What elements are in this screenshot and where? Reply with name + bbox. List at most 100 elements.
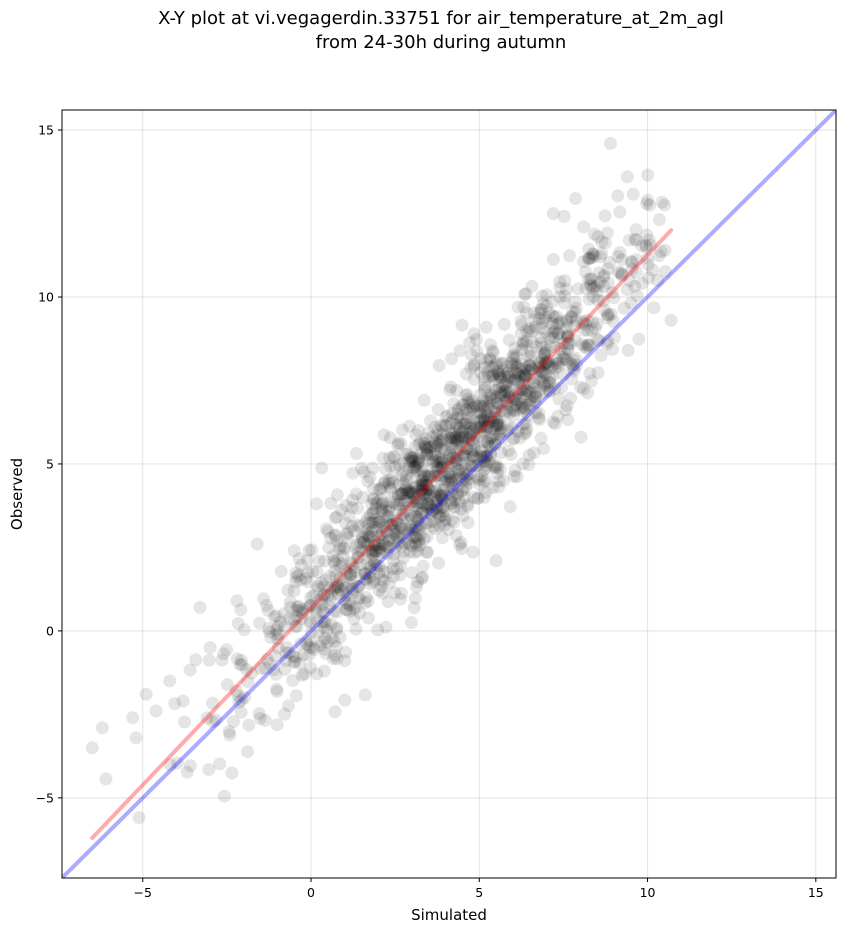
scatter-point bbox=[537, 442, 551, 456]
scatter-point bbox=[348, 524, 362, 538]
scatter-point bbox=[557, 346, 571, 360]
scatter-point bbox=[176, 694, 190, 708]
scatter-point bbox=[515, 358, 528, 372]
scatter-point bbox=[497, 317, 511, 331]
scatter-point bbox=[301, 575, 315, 589]
scatter-point bbox=[241, 745, 254, 759]
scatter-point bbox=[521, 348, 535, 362]
scatter-point bbox=[525, 390, 539, 404]
scatter-point bbox=[547, 310, 561, 324]
scatter-point bbox=[360, 536, 374, 550]
scatter-point bbox=[467, 327, 481, 341]
scatter-point bbox=[330, 652, 344, 666]
scatter-point bbox=[477, 413, 491, 427]
scatter-point bbox=[366, 546, 379, 560]
scatter-point bbox=[543, 376, 557, 390]
scatter-point bbox=[567, 353, 581, 367]
scatter-point bbox=[363, 577, 377, 591]
scatter-point bbox=[317, 621, 331, 635]
scatter-point bbox=[428, 489, 442, 503]
scatter-point bbox=[434, 473, 448, 487]
scatter-point bbox=[635, 276, 649, 290]
scatter-point bbox=[346, 466, 360, 480]
scatter-point bbox=[517, 427, 531, 441]
scatter-point bbox=[553, 290, 566, 304]
scatter-point bbox=[374, 515, 388, 529]
scatter-point bbox=[409, 530, 423, 544]
scatter-point bbox=[461, 516, 475, 530]
scatter-point bbox=[629, 223, 643, 237]
scatter-point bbox=[406, 487, 420, 501]
scatter-point bbox=[416, 483, 430, 496]
scatter-point bbox=[535, 336, 548, 350]
scatter-point bbox=[298, 572, 312, 585]
scatter-point bbox=[608, 330, 621, 344]
scatter-point bbox=[386, 496, 400, 510]
scatter-point bbox=[536, 297, 550, 311]
scatter-point bbox=[402, 536, 416, 550]
scatter-point bbox=[464, 417, 478, 431]
scatter-point bbox=[535, 303, 548, 317]
scatter-point bbox=[534, 302, 548, 316]
scatter-point bbox=[529, 389, 542, 403]
scatter-point bbox=[535, 340, 549, 354]
scatter-point bbox=[507, 408, 521, 422]
scatter-point bbox=[536, 352, 549, 366]
scatter-point bbox=[418, 468, 431, 482]
scatter-point bbox=[500, 424, 514, 438]
scatter-point bbox=[399, 481, 413, 495]
scatter-point bbox=[209, 713, 223, 727]
scatter-point bbox=[601, 308, 615, 321]
scatter-point bbox=[625, 255, 639, 269]
scatter-point bbox=[327, 634, 341, 648]
scatter-point bbox=[426, 485, 440, 499]
scatter-point bbox=[461, 392, 475, 406]
scatter-point bbox=[418, 437, 431, 451]
scatter-point bbox=[517, 382, 531, 396]
scatter-point bbox=[483, 432, 497, 446]
scatter-point bbox=[431, 462, 445, 476]
scatter-point bbox=[457, 456, 471, 470]
scatter-point bbox=[382, 473, 396, 487]
scatter-point bbox=[393, 494, 407, 508]
scatter-point bbox=[516, 404, 530, 418]
scatter-point bbox=[356, 535, 370, 549]
scatter-point bbox=[237, 623, 251, 637]
scatter-point bbox=[233, 657, 247, 671]
scatter-point bbox=[508, 374, 522, 388]
scatter-point bbox=[658, 198, 672, 212]
scatter-point bbox=[366, 524, 380, 537]
scatter-point bbox=[476, 400, 490, 413]
scatter-point bbox=[532, 357, 546, 370]
scatter-point bbox=[330, 534, 344, 548]
scatter-point bbox=[585, 323, 599, 337]
scatter-point bbox=[315, 592, 329, 606]
scatter-point bbox=[413, 479, 427, 492]
scatter-point bbox=[310, 565, 324, 579]
scatter-point bbox=[85, 741, 99, 755]
scatter-point bbox=[516, 335, 530, 349]
scatter-point bbox=[375, 573, 389, 587]
scatter-point bbox=[410, 580, 423, 594]
scatter-point bbox=[422, 469, 436, 482]
scatter-point bbox=[352, 579, 366, 593]
scatter-point bbox=[546, 326, 560, 340]
scatter-point bbox=[523, 359, 537, 373]
scatter-point bbox=[603, 256, 617, 269]
scatter-point bbox=[431, 424, 445, 438]
scatter-point bbox=[257, 592, 270, 606]
scatter-point bbox=[424, 470, 437, 484]
scatter-point bbox=[506, 421, 520, 435]
scatter-point bbox=[416, 570, 429, 584]
scatter-point bbox=[516, 390, 530, 404]
scatter-point bbox=[415, 464, 429, 478]
scatter-point bbox=[235, 658, 249, 672]
scatter-point bbox=[420, 478, 434, 492]
scatter-point bbox=[460, 473, 474, 487]
scatter-point bbox=[382, 501, 396, 514]
scatter-point bbox=[441, 460, 455, 474]
scatter-point bbox=[304, 591, 318, 605]
scatter-point bbox=[346, 493, 359, 507]
scatter-point bbox=[409, 498, 423, 512]
scatter-point bbox=[551, 327, 565, 341]
